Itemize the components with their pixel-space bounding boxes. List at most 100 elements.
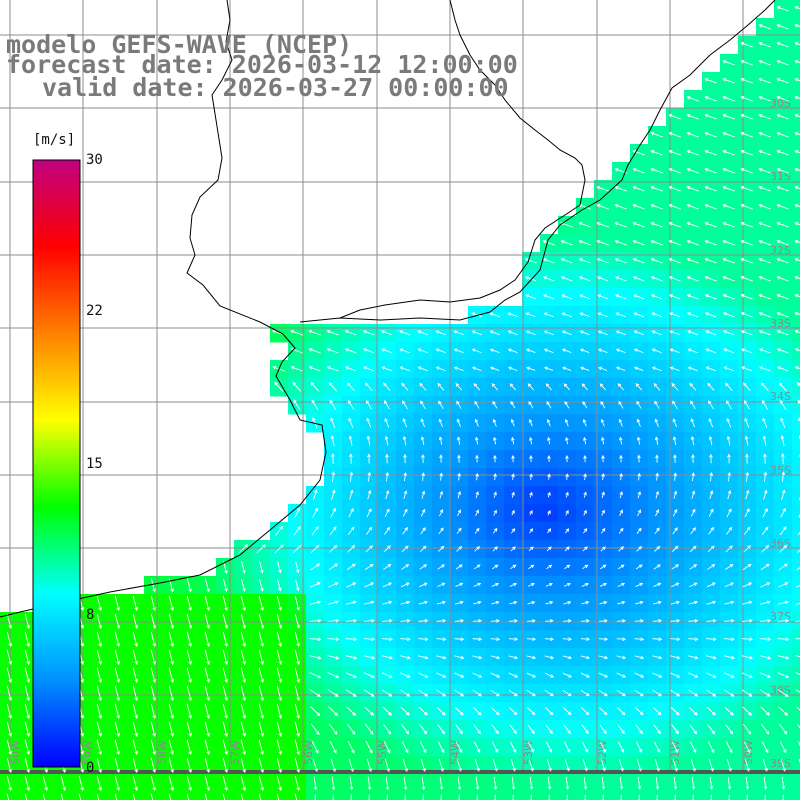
wind-arrow <box>796 382 800 387</box>
wind-arrow <box>526 655 537 660</box>
wind-arrow <box>350 794 352 800</box>
wind-arrow <box>204 578 210 593</box>
wind-arrow <box>365 399 372 410</box>
wind-arrow <box>794 312 800 316</box>
wind-arrow <box>634 689 644 697</box>
wind-arrow <box>781 489 786 500</box>
wind-arrow <box>132 703 139 720</box>
wind-arrow <box>363 689 375 697</box>
wind-arrow <box>599 383 607 391</box>
wind-arrow <box>294 793 298 800</box>
wind-arrow <box>474 759 480 772</box>
wind-arrow <box>686 150 699 156</box>
wind-arrow <box>492 400 498 409</box>
wind-arrow <box>688 672 699 678</box>
wind-speed-cell <box>252 792 271 800</box>
wind-arrow <box>114 757 121 774</box>
coastline-path <box>0 0 327 618</box>
wind-arrow <box>436 637 447 642</box>
wind-arrow <box>654 759 660 772</box>
wind-arrow <box>420 436 425 446</box>
wind-arrow <box>689 545 697 553</box>
wind-arrow <box>600 400 606 409</box>
wind-arrow <box>204 595 211 612</box>
wind-arrow <box>326 366 339 372</box>
wind-arrow <box>795 638 800 640</box>
wind-arrow <box>491 564 499 570</box>
wind-arrow <box>295 561 300 574</box>
wind-arrow <box>547 776 552 791</box>
wind-arrow <box>636 759 642 772</box>
wind-arrow <box>475 472 479 481</box>
wind-arrow <box>507 330 518 336</box>
wind-arrow <box>686 114 699 120</box>
wind-arrow <box>331 489 336 500</box>
wind-arrow <box>491 600 500 605</box>
wind-arrow <box>722 222 735 228</box>
wind-arrow <box>510 759 516 772</box>
wind-arrow <box>132 739 139 756</box>
wind-arrow <box>704 276 717 282</box>
wind-arrow <box>779 526 787 536</box>
wind-arrow <box>758 258 771 264</box>
wind-arrow <box>632 168 645 174</box>
wind-speed-cell <box>18 792 37 800</box>
wind-arrow <box>794 366 800 370</box>
wind-arrow <box>344 330 357 336</box>
wind-arrow <box>653 582 662 588</box>
wind-arrow <box>511 776 516 791</box>
wind-arrow <box>276 685 283 702</box>
wind-arrow <box>421 454 425 463</box>
coastline <box>0 0 776 618</box>
wind-arrow <box>346 706 357 716</box>
wind-arrow <box>670 619 681 623</box>
wind-arrow <box>634 707 644 716</box>
wind-arrow <box>740 60 753 66</box>
wind-arrow <box>722 114 735 120</box>
wind-speed-cell <box>792 288 800 307</box>
wind-arrow <box>656 794 658 800</box>
wind-arrow <box>619 491 623 499</box>
wind-arrow <box>741 366 753 372</box>
wind-arrow <box>758 186 771 192</box>
wind-arrow <box>402 527 408 535</box>
wind-arrow <box>565 455 569 463</box>
wind-arrow <box>114 595 121 612</box>
wind-arrow <box>615 348 626 354</box>
wind-arrow <box>618 400 624 409</box>
wind-arrow <box>600 527 606 534</box>
wind-arrow <box>168 703 175 720</box>
wind-arrow <box>456 527 462 534</box>
wind-arrow <box>454 672 465 678</box>
wind-arrow <box>615 366 626 371</box>
wind-arrow <box>259 561 264 574</box>
wind-arrow <box>132 775 139 792</box>
wind-arrow <box>545 582 553 587</box>
wind-arrow <box>438 758 444 772</box>
wind-arrow <box>186 721 193 738</box>
wind-arrow <box>652 706 662 716</box>
wind-arrow <box>240 685 247 702</box>
wind-arrow <box>722 294 735 300</box>
wind-arrow <box>722 168 735 174</box>
wind-arrow <box>475 491 479 499</box>
wind-arrow <box>708 400 714 410</box>
wind-arrow <box>385 453 389 464</box>
wind-arrow <box>475 776 480 791</box>
wind-arrow <box>794 114 800 118</box>
wind-speed-cell <box>792 270 800 289</box>
wind-arrow <box>742 600 753 605</box>
wind-arrow <box>599 582 608 587</box>
wind-arrow <box>348 435 353 446</box>
wind-arrow <box>672 400 678 409</box>
wind-arrow <box>579 294 591 300</box>
wind-arrow <box>420 508 426 517</box>
wind-arrow <box>150 721 157 738</box>
wind-arrow <box>345 618 358 623</box>
wind-arrow <box>580 707 590 716</box>
wind-arrow <box>96 649 103 666</box>
wind-arrow <box>511 491 515 498</box>
wind-arrow <box>530 794 532 800</box>
wind-arrow <box>492 546 498 552</box>
wind-arrow <box>740 312 753 318</box>
